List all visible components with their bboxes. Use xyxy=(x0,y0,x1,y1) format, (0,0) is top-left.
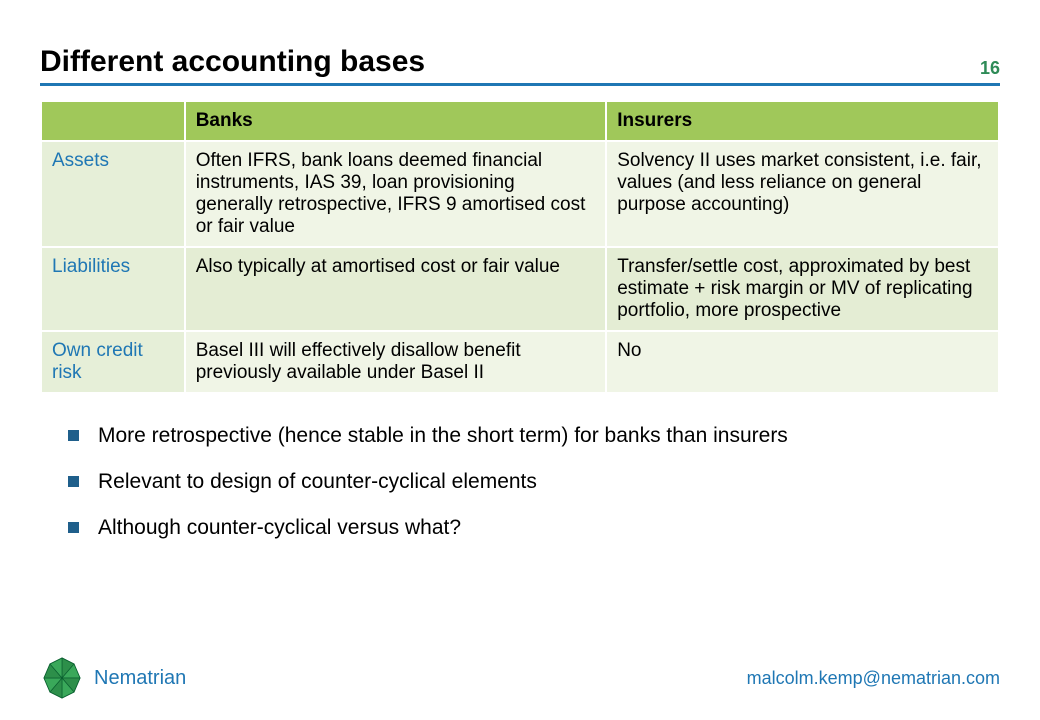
cell-banks: Basel III will effectively disallow bene… xyxy=(185,331,607,393)
header-row: Different accounting bases 16 xyxy=(40,45,1000,86)
table-row: Liabilities Also typically at amortised … xyxy=(41,247,999,331)
comparison-table: Banks Insurers Assets Often IFRS, bank l… xyxy=(40,100,1000,394)
brand-name: Nematrian xyxy=(94,667,186,690)
footer: Nematrian malcolm.kemp@nematrian.com xyxy=(40,656,1000,700)
page-title: Different accounting bases xyxy=(40,45,425,79)
row-label: Liabilities xyxy=(41,247,185,331)
cell-banks: Often IFRS, bank loans deemed financial … xyxy=(185,141,607,247)
bullet-list: More retrospective (hence stable in the … xyxy=(68,424,1000,540)
table-header-row: Banks Insurers xyxy=(41,101,999,141)
cell-insurers: No xyxy=(606,331,999,393)
page-number: 16 xyxy=(980,58,1000,79)
slide-container: Different accounting bases 16 Banks Insu… xyxy=(0,0,1040,720)
logo-icon xyxy=(40,656,84,700)
bullet-item: Although counter-cyclical versus what? xyxy=(68,516,1000,540)
bullet-item: Relevant to design of counter-cyclical e… xyxy=(68,470,1000,494)
row-label: Assets xyxy=(41,141,185,247)
table-row: Assets Often IFRS, bank loans deemed fin… xyxy=(41,141,999,247)
contact-link[interactable]: malcolm.kemp@nematrian.com xyxy=(747,668,1000,689)
bullet-item: More retrospective (hence stable in the … xyxy=(68,424,1000,448)
table-header-blank xyxy=(41,101,185,141)
table-header-insurers: Insurers xyxy=(606,101,999,141)
table-row: Own credit risk Basel III will effective… xyxy=(41,331,999,393)
table-header-banks: Banks xyxy=(185,101,607,141)
cell-banks: Also typically at amortised cost or fair… xyxy=(185,247,607,331)
row-label: Own credit risk xyxy=(41,331,185,393)
cell-insurers: Solvency II uses market consistent, i.e.… xyxy=(606,141,999,247)
cell-insurers: Transfer/settle cost, approximated by be… xyxy=(606,247,999,331)
brand: Nematrian xyxy=(40,656,186,700)
